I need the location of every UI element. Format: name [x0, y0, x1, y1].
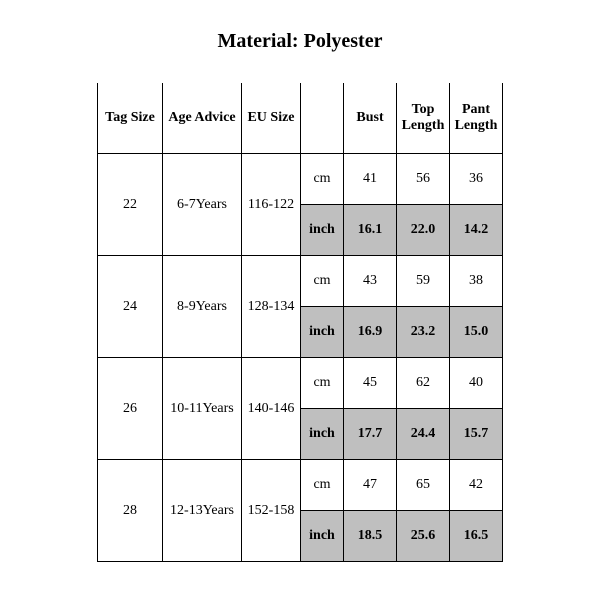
- cell-bust-inch: 17.7: [344, 409, 397, 460]
- col-header-top-length: Top Length: [397, 83, 450, 154]
- cell-tag-size: 26: [98, 358, 163, 460]
- col-header-age-advice: Age Advice: [163, 83, 242, 154]
- cell-pant-inch: 16.5: [450, 511, 503, 562]
- table-row: 22 6-7Years 116-122 cm 41 56 36: [98, 154, 503, 205]
- table-header-row: Tag Size Age Advice EU Size Bust Top Len…: [98, 83, 503, 154]
- cell-bust-inch: 16.1: [344, 205, 397, 256]
- cell-top-cm: 65: [397, 460, 450, 511]
- col-header-tag-size: Tag Size: [98, 83, 163, 154]
- table-row: 24 8-9Years 128-134 cm 43 59 38: [98, 256, 503, 307]
- cell-age-advice: 8-9Years: [163, 256, 242, 358]
- col-header-pant-length: Pant Length: [450, 83, 503, 154]
- cell-top-inch: 25.6: [397, 511, 450, 562]
- cell-age-advice: 12-13Years: [163, 460, 242, 562]
- cell-top-inch: 23.2: [397, 307, 450, 358]
- cell-top-inch: 22.0: [397, 205, 450, 256]
- cell-top-cm: 59: [397, 256, 450, 307]
- table-row: 28 12-13Years 152-158 cm 47 65 42: [98, 460, 503, 511]
- cell-top-cm: 56: [397, 154, 450, 205]
- cell-unit-inch: inch: [301, 307, 344, 358]
- page: Material: Polyester Tag Size Age Advice …: [0, 0, 600, 600]
- cell-top-inch: 24.4: [397, 409, 450, 460]
- col-header-eu-size: EU Size: [242, 83, 301, 154]
- cell-eu-size: 152-158: [242, 460, 301, 562]
- cell-unit-cm: cm: [301, 460, 344, 511]
- cell-bust-cm: 43: [344, 256, 397, 307]
- cell-eu-size: 116-122: [242, 154, 301, 256]
- cell-age-advice: 6-7Years: [163, 154, 242, 256]
- cell-age-advice: 10-11Years: [163, 358, 242, 460]
- cell-bust-inch: 16.9: [344, 307, 397, 358]
- size-table: Tag Size Age Advice EU Size Bust Top Len…: [97, 83, 503, 562]
- cell-pant-cm: 36: [450, 154, 503, 205]
- cell-bust-cm: 47: [344, 460, 397, 511]
- table-row: 26 10-11Years 140-146 cm 45 62 40: [98, 358, 503, 409]
- cell-unit-cm: cm: [301, 256, 344, 307]
- cell-pant-inch: 15.7: [450, 409, 503, 460]
- cell-top-cm: 62: [397, 358, 450, 409]
- cell-unit-cm: cm: [301, 154, 344, 205]
- page-title: Material: Polyester: [0, 30, 600, 53]
- cell-pant-cm: 42: [450, 460, 503, 511]
- cell-pant-inch: 15.0: [450, 307, 503, 358]
- cell-eu-size: 128-134: [242, 256, 301, 358]
- col-header-unit: [301, 83, 344, 154]
- cell-unit-inch: inch: [301, 511, 344, 562]
- cell-tag-size: 24: [98, 256, 163, 358]
- cell-eu-size: 140-146: [242, 358, 301, 460]
- cell-pant-cm: 38: [450, 256, 503, 307]
- cell-pant-cm: 40: [450, 358, 503, 409]
- cell-tag-size: 22: [98, 154, 163, 256]
- col-header-bust: Bust: [344, 83, 397, 154]
- cell-bust-inch: 18.5: [344, 511, 397, 562]
- cell-pant-inch: 14.2: [450, 205, 503, 256]
- cell-unit-inch: inch: [301, 205, 344, 256]
- cell-bust-cm: 45: [344, 358, 397, 409]
- cell-bust-cm: 41: [344, 154, 397, 205]
- cell-unit-inch: inch: [301, 409, 344, 460]
- cell-unit-cm: cm: [301, 358, 344, 409]
- cell-tag-size: 28: [98, 460, 163, 562]
